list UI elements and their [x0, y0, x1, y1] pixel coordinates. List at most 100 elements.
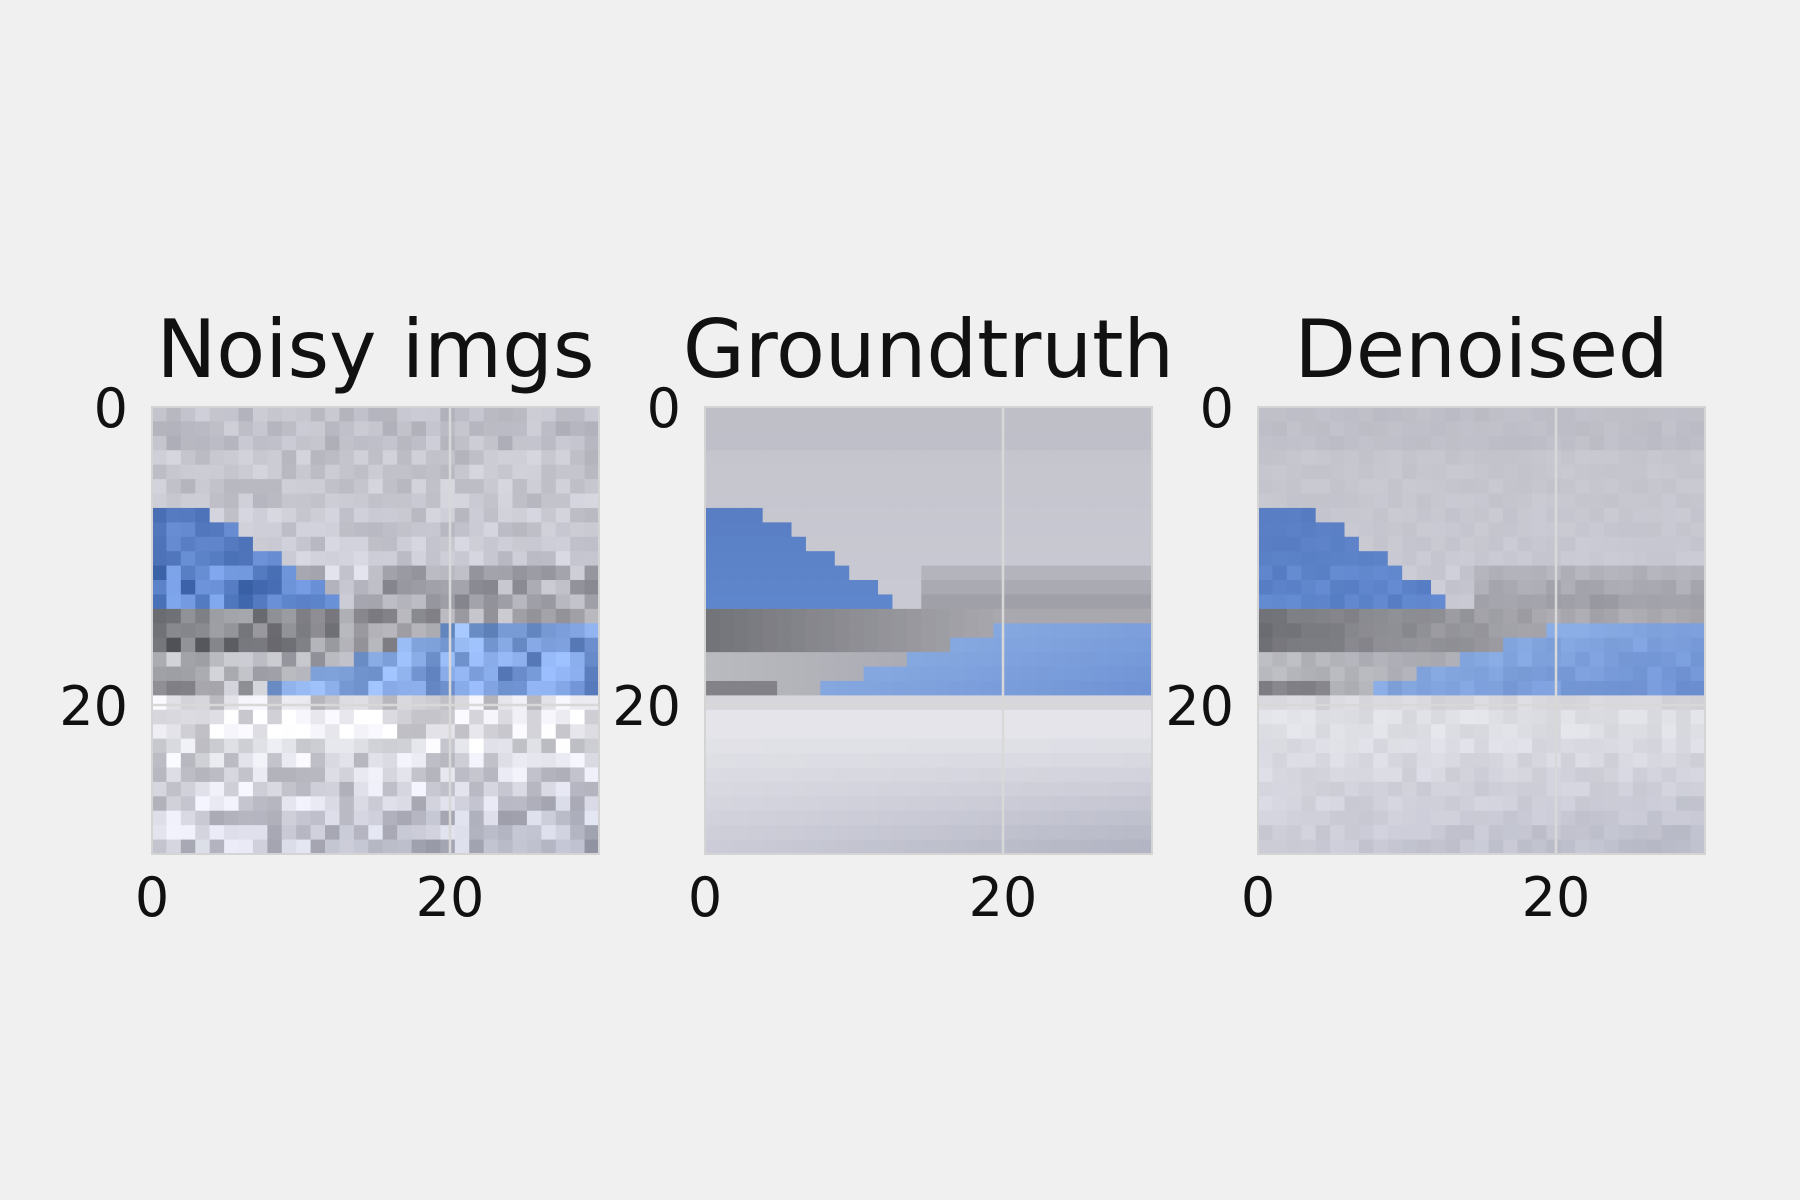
pixel: [993, 695, 1009, 711]
pixel: [705, 753, 721, 769]
pixel: [1560, 680, 1576, 696]
pixel: [935, 738, 951, 754]
pixel: [469, 435, 485, 451]
pixel: [777, 507, 793, 523]
pixel: [1690, 565, 1706, 581]
pixel: [1676, 435, 1692, 451]
pixel: [748, 479, 764, 495]
pixel: [382, 493, 398, 509]
pixel: [195, 551, 211, 567]
pixel: [325, 724, 341, 740]
pixel: [267, 623, 283, 639]
pixel: [1560, 709, 1576, 725]
pixel: [209, 781, 225, 797]
pixel: [1676, 781, 1692, 797]
pixel: [978, 781, 994, 797]
pixel: [1065, 810, 1081, 826]
pixel: [1517, 781, 1533, 797]
pixel: [719, 493, 735, 509]
pixel: [719, 623, 735, 639]
pixel: [935, 565, 951, 581]
pixel: [224, 724, 240, 740]
pixel: [1022, 652, 1038, 668]
pixel: [397, 450, 413, 466]
pixel: [584, 407, 600, 423]
pixel: [267, 522, 283, 538]
pixel: [950, 738, 966, 754]
pixel: [152, 407, 168, 423]
pixel: [1387, 450, 1403, 466]
pixel: [1301, 450, 1317, 466]
pixel: [1301, 493, 1317, 509]
pixel: [1007, 680, 1023, 696]
pixel: [483, 407, 499, 423]
pixel: [1632, 536, 1648, 552]
pixel: [1022, 507, 1038, 523]
pixel: [705, 781, 721, 797]
pixel: [224, 738, 240, 754]
pixel: [1604, 724, 1620, 740]
pixel: [863, 825, 879, 841]
pixel: [1402, 825, 1418, 841]
pixel: [1286, 479, 1302, 495]
pixel: [1094, 753, 1110, 769]
pixel: [892, 493, 908, 509]
pixel: [1007, 507, 1023, 523]
pixel: [906, 796, 922, 812]
pixel: [267, 594, 283, 610]
pixel: [1022, 407, 1038, 423]
pixel: [325, 421, 341, 437]
pixel: [1517, 407, 1533, 423]
pixel: [238, 435, 254, 451]
pixel: [719, 507, 735, 523]
pixel: [555, 421, 571, 437]
pixel: [849, 623, 865, 639]
pixel: [1258, 767, 1274, 783]
pixel: [1416, 796, 1432, 812]
pixel: [411, 565, 427, 581]
pixel: [1690, 781, 1706, 797]
pixel: [180, 753, 196, 769]
pixel: [1546, 565, 1562, 581]
pixel: [1676, 767, 1692, 783]
pixel: [1575, 709, 1591, 725]
pixel: [964, 421, 980, 437]
pixel: [719, 810, 735, 826]
pixel: [1344, 464, 1360, 480]
pixel: [1137, 493, 1153, 509]
pixel: [791, 738, 807, 754]
pixel: [748, 781, 764, 797]
pixel: [1445, 825, 1461, 841]
pixel: [1575, 608, 1591, 624]
pixel: [1036, 652, 1052, 668]
pixel: [195, 536, 211, 552]
pixel: [209, 738, 225, 754]
pixel: [1286, 407, 1302, 423]
pixel: [209, 810, 225, 826]
pixel: [1632, 493, 1648, 509]
pixel: [252, 825, 268, 841]
pixel: [281, 666, 297, 682]
pixel: [1546, 435, 1562, 451]
pixel: [310, 695, 326, 711]
pixel: [1445, 551, 1461, 567]
pixel: [1286, 825, 1302, 841]
pixel: [748, 738, 764, 754]
pixel: [209, 407, 225, 423]
pixel: [1474, 825, 1490, 841]
pixel: [1051, 594, 1067, 610]
pixel: [805, 565, 821, 581]
pixel: [1007, 450, 1023, 466]
pixel: [1402, 435, 1418, 451]
pixel: [425, 709, 441, 725]
pixel: [978, 522, 994, 538]
pixel: [382, 407, 398, 423]
pixel: [1474, 738, 1490, 754]
pixel: [1589, 594, 1605, 610]
pixel: [512, 637, 528, 653]
pixel: [180, 767, 196, 783]
pixel: [1690, 839, 1706, 855]
pixel: [238, 637, 254, 653]
pixel: [834, 565, 850, 581]
pixel: [555, 781, 571, 797]
